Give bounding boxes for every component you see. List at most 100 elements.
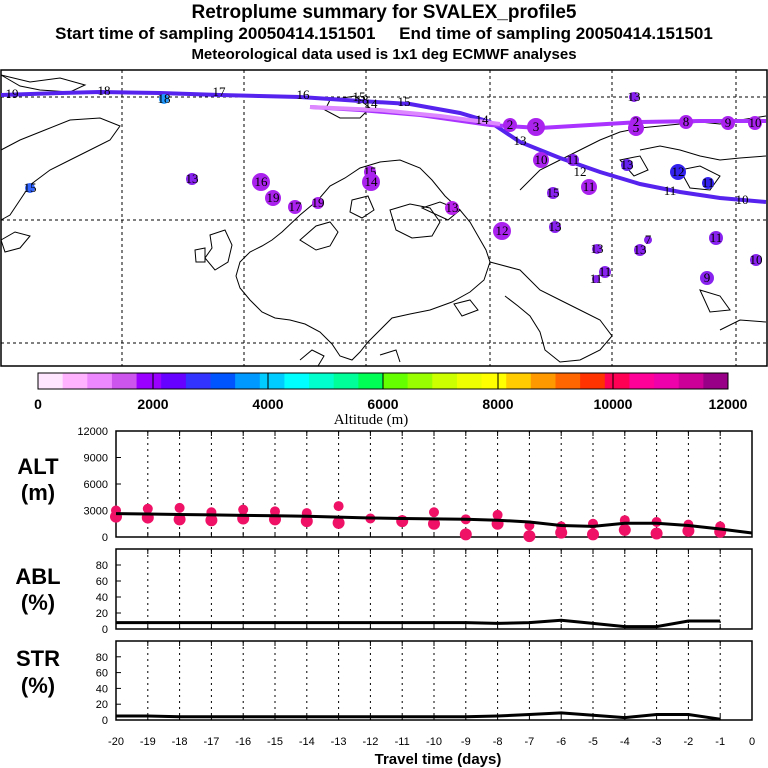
y-tick-label: 40 xyxy=(96,592,108,604)
main-track-label: 14 xyxy=(476,112,490,127)
colorbar-tick-label: 2000 xyxy=(137,396,168,412)
altitude-point xyxy=(332,516,345,529)
met-data-note: Meteorological data used is 1x1 deg ECMW… xyxy=(191,46,577,63)
x-tick-label: -8 xyxy=(493,736,503,748)
cluster-label: 11 xyxy=(583,179,596,194)
cluster-label: 10 xyxy=(749,115,762,130)
y-axis-label: ABL xyxy=(15,564,60,589)
cluster-circle xyxy=(503,118,517,132)
upper-trajectory xyxy=(309,105,501,126)
y-axis-unit: (%) xyxy=(21,590,55,615)
x-tick-label: 0 xyxy=(749,736,755,748)
y-axis-label: STR xyxy=(16,646,60,671)
cluster-label: 11 xyxy=(567,152,580,167)
y-axis-label: ALT xyxy=(17,454,59,479)
x-tick-label: -6 xyxy=(556,736,566,748)
cluster-label: 19 xyxy=(312,195,325,210)
x-tick-label: -10 xyxy=(426,736,442,748)
cluster-label: 11 xyxy=(702,175,715,190)
x-tick-label: -16 xyxy=(235,736,251,748)
colorbar-swatch xyxy=(111,373,138,389)
cluster-label: 13 xyxy=(634,242,647,257)
cluster-label: 9 xyxy=(704,270,711,285)
x-axis-label: Travel time (days) xyxy=(375,751,502,768)
colorbar-swatch xyxy=(456,373,483,389)
altitude-point xyxy=(428,517,440,530)
y-tick-label: 9000 xyxy=(84,453,108,465)
colorbar-swatch xyxy=(136,373,162,389)
panel-alt: 12000 9000 6000 3000 0 ALT(m) xyxy=(17,426,753,544)
cluster-circle xyxy=(581,179,597,195)
colorbar-swatch xyxy=(432,373,458,389)
cluster-circle xyxy=(288,200,302,214)
cluster-circle xyxy=(700,271,714,285)
colorbar-swatch xyxy=(629,373,655,389)
cluster-circle xyxy=(750,254,762,266)
cluster-label: 19 xyxy=(267,190,280,205)
x-tick-label: -2 xyxy=(684,736,694,748)
x-tick-label: -14 xyxy=(299,736,315,748)
x-tick-label: -11 xyxy=(395,736,410,748)
colorbar-swatch xyxy=(358,373,384,389)
y-axis-unit: (%) xyxy=(21,673,55,698)
cluster-circle xyxy=(547,187,559,199)
altitude-point xyxy=(174,502,185,513)
secondary-track-label: 15 xyxy=(398,94,411,109)
x-tick-label: -4 xyxy=(620,736,630,748)
x-tick-label: -9 xyxy=(461,736,471,748)
cluster-circle xyxy=(629,92,639,102)
altitude-point xyxy=(587,528,599,541)
y-tick-label: 60 xyxy=(96,668,108,680)
colorbar-swatch xyxy=(161,373,187,389)
main-track-label: 19 xyxy=(6,86,19,101)
altitude-point xyxy=(523,530,536,543)
cluster-label: 3 xyxy=(533,119,540,134)
cluster-label: 17 xyxy=(289,199,303,214)
plot-title: Retroplume summary for SVALEX_profile5 xyxy=(191,2,577,23)
main-track-label: 15 xyxy=(353,89,366,104)
x-tick-label: -5 xyxy=(588,736,598,748)
altitude-point xyxy=(173,513,186,526)
cluster-circle xyxy=(549,221,561,233)
coastlines xyxy=(0,74,767,367)
cluster-label: 2 xyxy=(633,114,640,129)
cluster-circle xyxy=(362,173,380,191)
cluster-circle xyxy=(748,116,762,130)
colorbar-tick-label: 0 xyxy=(34,396,42,412)
y-tick-label: 3000 xyxy=(84,506,108,518)
y-tick-label: 6000 xyxy=(84,479,108,491)
main-track-label: 13 xyxy=(514,133,527,148)
altitude-point xyxy=(682,524,695,537)
main-track-label: 16 xyxy=(297,87,311,102)
colorbar-swatch xyxy=(62,373,88,389)
alt-line xyxy=(115,512,753,535)
cluster-label: 14 xyxy=(365,174,379,189)
x-tick-label: -12 xyxy=(362,736,378,748)
colorbar-swatch xyxy=(407,373,433,389)
colorbar-swatches xyxy=(38,373,729,389)
main-track-label: 18 xyxy=(98,83,111,98)
colorbar-tick-label: 6000 xyxy=(367,396,398,412)
colorbar-swatch xyxy=(703,373,729,389)
x-tick-label: -7 xyxy=(525,736,535,748)
cluster-label: 2 xyxy=(507,117,514,132)
cluster-circle xyxy=(312,197,324,209)
colorbar-swatch xyxy=(259,373,285,389)
altitude-point xyxy=(492,509,503,520)
x-tick-label: -3 xyxy=(652,736,662,748)
x-axis: Travel time (days) -20 -19 -18 -17 -16 -15 -14… xyxy=(108,736,755,768)
x-tick-label: -17 xyxy=(203,736,219,748)
y-tick-label: 12000 xyxy=(77,426,108,438)
cluster-label: 7 xyxy=(645,232,652,247)
cluster-label: 18 xyxy=(158,91,171,106)
cluster-label: 10 xyxy=(535,152,548,167)
cluster-label: 16 xyxy=(255,174,269,189)
cluster-label: 10 xyxy=(750,252,763,267)
colorbar-swatch xyxy=(383,373,409,389)
cluster-circle xyxy=(265,190,281,206)
colorbar-swatch xyxy=(580,373,606,389)
x-tick-label: -1 xyxy=(715,736,725,748)
time-series-panels: 120009000600030000ALT(m)806040200ABL(%)8… xyxy=(15,426,753,727)
altitude-point xyxy=(650,527,663,540)
